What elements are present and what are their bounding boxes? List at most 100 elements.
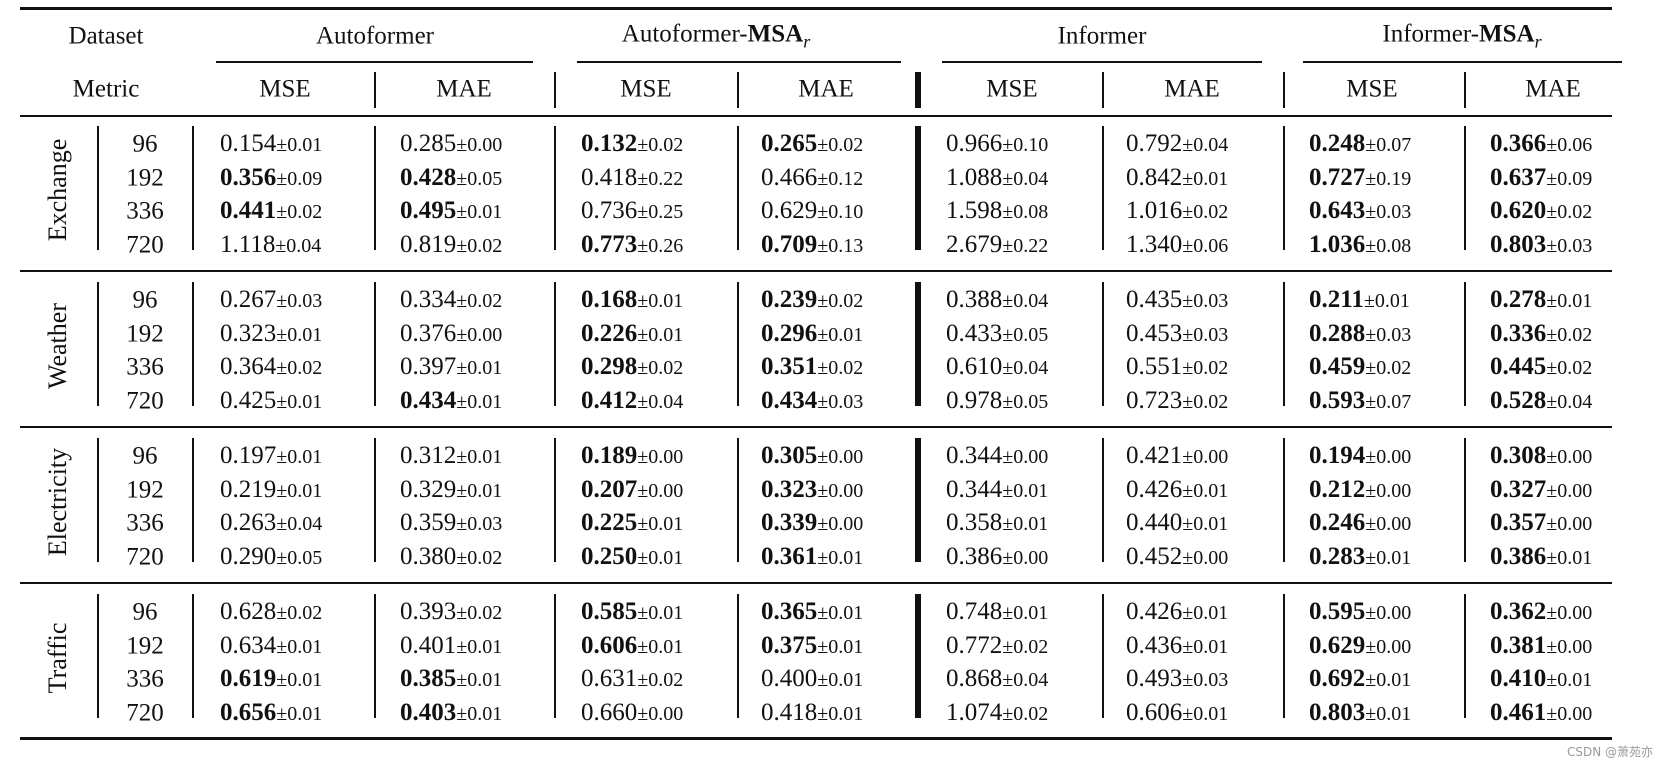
cell-value: 0.362 xyxy=(1490,598,1547,625)
table-cell: 0.386±0.00 xyxy=(946,544,1048,569)
table-cell: 0.327±0.00 xyxy=(1490,477,1592,502)
cell-std: ±0.01 xyxy=(456,479,503,502)
cell-value: 0.433 xyxy=(946,319,1003,347)
cell-std: ±0.12 xyxy=(817,167,864,190)
metric-mae-header: MAE xyxy=(1525,75,1581,103)
cell-value: 0.452 xyxy=(1126,542,1183,570)
watermark: CSDN @萧苑亦 xyxy=(1566,745,1653,759)
cell-value: 0.842 xyxy=(1126,163,1183,191)
horizon-label: 96 xyxy=(132,598,158,626)
table-cell: 0.197±0.01 xyxy=(220,443,322,468)
horizon-label: 720 xyxy=(126,543,164,571)
table-cell: 0.842±0.01 xyxy=(1126,165,1228,190)
table-cell: 0.493±0.03 xyxy=(1126,666,1228,691)
table-cell: 0.403±0.01 xyxy=(400,700,502,725)
cell-value: 0.803 xyxy=(1309,698,1366,726)
cell-value: 0.397 xyxy=(400,353,457,381)
cell-value: 0.453 xyxy=(1126,319,1183,347)
cell-value: 0.868 xyxy=(946,665,1003,693)
cell-std: ±0.00 xyxy=(1546,446,1593,468)
table-cell: 0.385±0.01 xyxy=(400,666,502,691)
col-divider xyxy=(737,282,739,407)
col-divider xyxy=(374,126,376,251)
horizon-label: 192 xyxy=(126,632,164,660)
cell-value: 0.329 xyxy=(400,475,457,503)
cell-value: 1.016 xyxy=(1126,197,1183,225)
cell-std: ±0.01 xyxy=(1546,290,1593,312)
table-cell: 0.305±0.00 xyxy=(761,443,863,468)
table-cell: 0.966±0.10 xyxy=(946,131,1048,156)
model-header: Autoformer xyxy=(316,24,434,49)
cell-std: ±0.02 xyxy=(1182,357,1229,380)
cell-value: 0.619 xyxy=(220,665,277,693)
cell-value: 0.401 xyxy=(400,631,457,659)
cell-std: ±0.00 xyxy=(1002,446,1049,468)
table-cell: 0.426±0.01 xyxy=(1126,477,1228,502)
cell-value: 0.312 xyxy=(400,442,457,469)
table-cell: 1.074±0.02 xyxy=(946,700,1048,725)
cell-value: 0.207 xyxy=(581,475,638,503)
thick-col-divider xyxy=(915,126,921,251)
col-divider xyxy=(554,594,556,719)
metric-mae-header: MAE xyxy=(1164,75,1220,103)
cell-value: 0.792 xyxy=(1126,130,1183,157)
table-cell: 1.088±0.04 xyxy=(946,165,1048,190)
cell-value: 0.629 xyxy=(1309,631,1366,659)
cell-value: 0.660 xyxy=(581,698,638,726)
cell-value: 0.267 xyxy=(220,286,277,313)
table-cell: 0.397±0.01 xyxy=(400,354,502,379)
col-divider xyxy=(1102,282,1104,407)
table-cell: 0.418±0.01 xyxy=(761,700,863,725)
cell-std: ±0.04 xyxy=(276,513,323,536)
cell-std: ±0.00 xyxy=(637,446,684,468)
cell-std: ±0.00 xyxy=(817,479,864,502)
cell-value: 0.709 xyxy=(761,230,818,258)
cell-value: 0.308 xyxy=(1490,442,1547,469)
cell-value: 0.772 xyxy=(946,631,1003,659)
col-divider xyxy=(192,594,194,719)
cell-value: 0.551 xyxy=(1126,353,1183,381)
col-divider xyxy=(97,438,99,563)
table-cell: 0.421±0.00 xyxy=(1126,443,1228,468)
table-cell: 0.868±0.04 xyxy=(946,666,1048,691)
cell-value: 0.239 xyxy=(761,286,818,313)
cell-std: ±0.19 xyxy=(1365,167,1412,190)
cell-std: ±0.00 xyxy=(1182,446,1229,468)
cell-std: ±0.01 xyxy=(276,446,323,468)
cell-value: 2.679 xyxy=(946,230,1003,258)
cell-std: ±0.10 xyxy=(817,201,864,224)
cell-std: ±0.01 xyxy=(276,702,323,725)
col-divider xyxy=(737,594,739,719)
cell-value: 0.634 xyxy=(220,631,277,659)
cell-value: 1.088 xyxy=(946,163,1003,191)
cell-std: ±0.03 xyxy=(1546,234,1593,257)
cell-value: 0.418 xyxy=(761,698,818,726)
group-separator xyxy=(20,582,1612,584)
cell-value: 0.748 xyxy=(946,598,1003,625)
cell-std: ±0.01 xyxy=(1365,702,1412,725)
bottom-rule xyxy=(20,737,1612,740)
cell-std: ±0.03 xyxy=(1365,323,1412,346)
table-cell: 0.154±0.01 xyxy=(220,131,322,156)
table-cell: 0.692±0.01 xyxy=(1309,666,1411,691)
table-cell: 0.288±0.03 xyxy=(1309,321,1411,346)
table-cell: 0.425±0.01 xyxy=(220,388,322,413)
cell-value: 0.226 xyxy=(581,319,638,347)
cell-value: 0.628 xyxy=(220,598,277,625)
table-cell: 0.528±0.04 xyxy=(1490,388,1592,413)
table-cell: 0.312±0.01 xyxy=(400,443,502,468)
col-divider xyxy=(1102,126,1104,251)
table-cell: 0.440±0.01 xyxy=(1126,510,1228,535)
cell-std: ±0.13 xyxy=(817,234,864,257)
col-divider xyxy=(374,594,376,719)
table-cell: 0.461±0.00 xyxy=(1490,700,1592,725)
cell-value: 0.643 xyxy=(1309,197,1366,225)
metric-mse-header: MSE xyxy=(259,75,311,103)
table-cell: 0.339±0.00 xyxy=(761,510,863,535)
cell-value: 0.246 xyxy=(1309,509,1366,537)
cell-std: ±0.01 xyxy=(637,290,684,312)
cell-value: 0.436 xyxy=(1126,631,1183,659)
cell-std: ±0.01 xyxy=(637,323,684,346)
cell-std: ±0.01 xyxy=(817,702,864,725)
col-divider xyxy=(1283,438,1285,563)
